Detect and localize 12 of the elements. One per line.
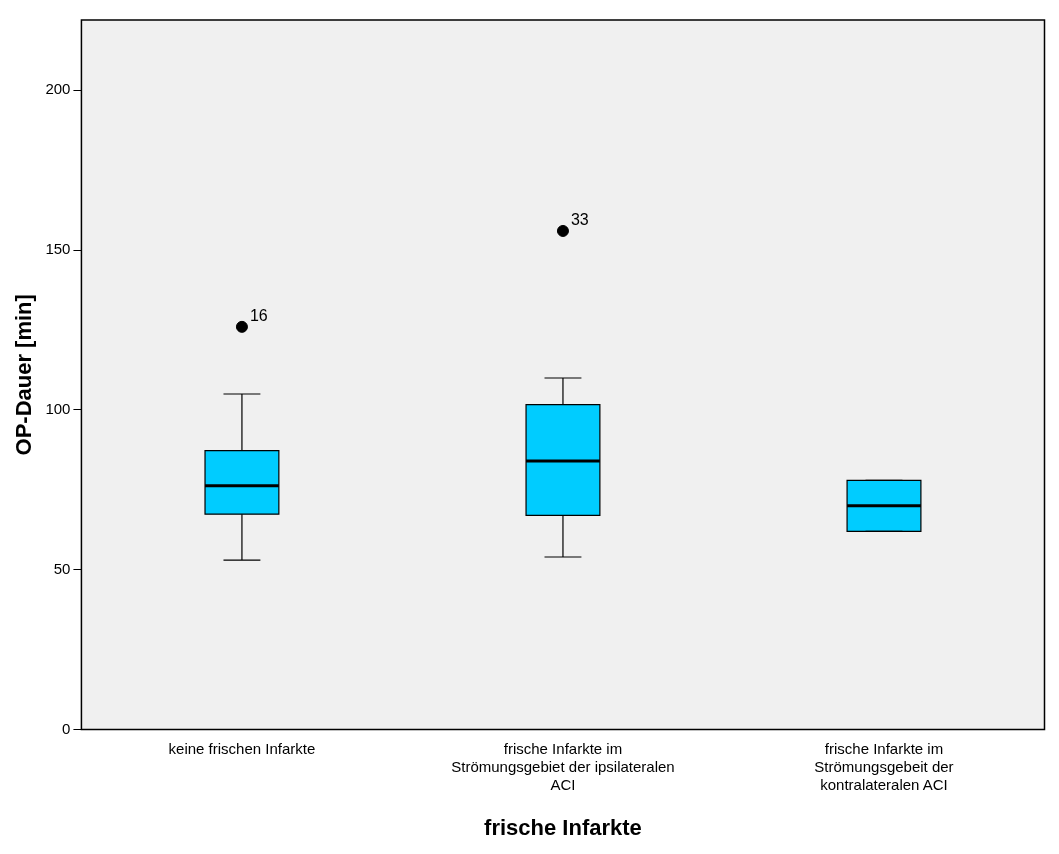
annotation: 16 [249, 307, 268, 325]
x-axis-title: frische Infarkte [484, 814, 642, 840]
y-tick-label: 50 [53, 559, 71, 577]
y-axis-title: OP-Dauer [min] [11, 294, 37, 456]
x-tick-label: frische Infarkte im Strömungsgebeit der kontralateralen ACI [814, 739, 954, 793]
y-tick-label: 100 [45, 400, 71, 418]
x-tick-label: frische Infarkte im Strömungsgebiet der ipsilateralen ACI [451, 739, 675, 793]
y-tick-label: 200 [45, 80, 71, 98]
annotation: 33 [570, 211, 589, 229]
y-tick-label: 150 [45, 240, 71, 258]
y-tick-label: 0 [62, 719, 71, 737]
x-tick-label: keine frischen Infarkte [168, 739, 316, 757]
